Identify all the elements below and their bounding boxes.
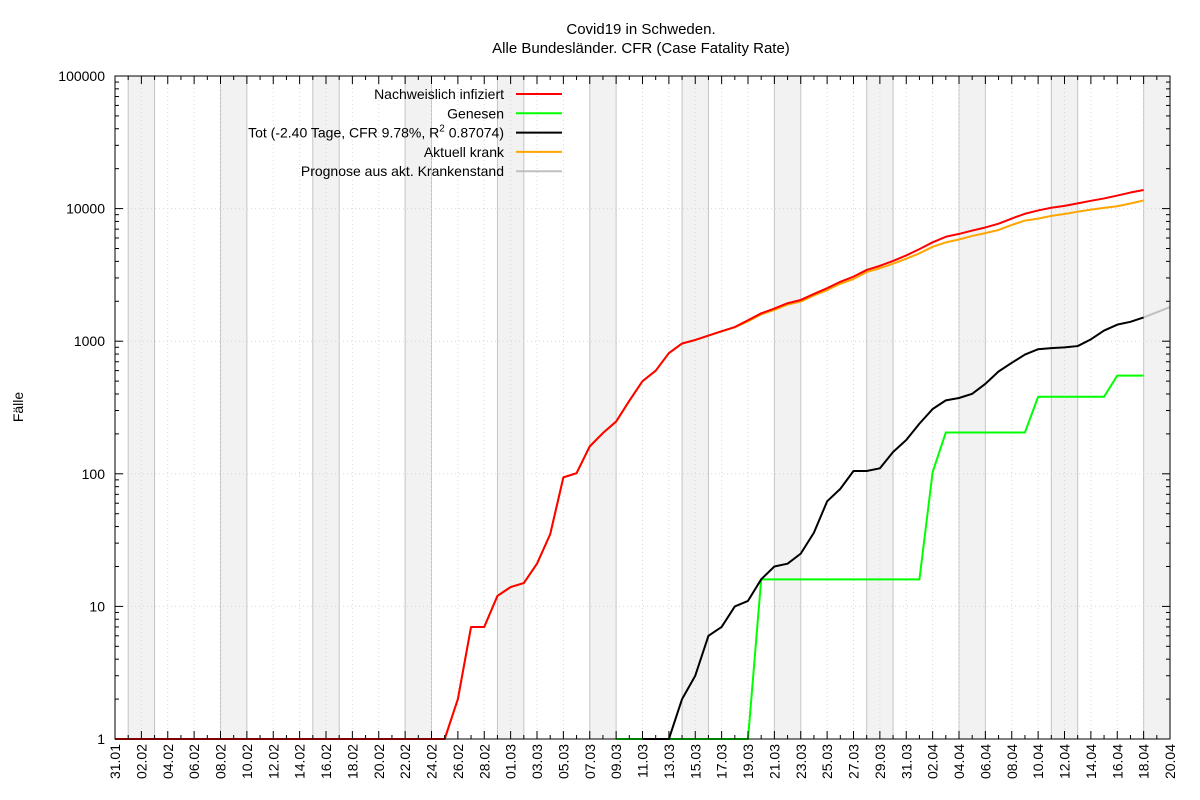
legend-label: Nachweislich infiziert [374, 86, 504, 102]
x-tick-label: 15.03 [687, 744, 703, 779]
x-tick-label: 16.04 [1109, 744, 1125, 779]
x-tick-label: 31.01 [107, 744, 123, 779]
y-tick-label: 100 [82, 466, 106, 482]
x-tick-label: 16.02 [318, 744, 334, 779]
x-tick-label: 13.03 [661, 744, 677, 779]
y-tick-label: 1000 [74, 333, 105, 349]
x-tick-label: 14.04 [1083, 744, 1099, 779]
y-tick-label: 10 [89, 598, 105, 614]
x-tick-label: 06.02 [186, 744, 202, 779]
weekend-band [959, 76, 986, 739]
weekend-band [128, 76, 155, 739]
x-tick-label: 02.04 [925, 744, 941, 779]
y-tick-label: 1 [97, 731, 105, 747]
weekend-band [682, 76, 709, 739]
chart-title: Covid19 in Schweden. [566, 21, 715, 38]
x-tick-label: 29.03 [872, 744, 888, 779]
x-tick-label: 08.04 [1004, 744, 1020, 779]
axes: 31.01 02.02 04.02 06.02 08.02 10.02 12.02 14.02… [58, 68, 1178, 779]
x-tick-label: 09.03 [608, 744, 624, 779]
x-tick-label: 05.03 [555, 744, 571, 779]
x-tick-label: 08.02 [213, 744, 229, 779]
y-tick-label: 100000 [58, 68, 105, 84]
x-tick-label: 10.02 [239, 744, 255, 779]
x-tick-label: 03.03 [529, 744, 545, 779]
x-tick-label: 01.03 [503, 744, 519, 779]
weekend-band [1143, 76, 1170, 739]
x-tick-label: 17.03 [714, 744, 730, 779]
x-tick-label: 04.02 [160, 744, 176, 779]
series-line-0 [115, 188, 1144, 740]
legend: Nachweislich infiziert Genesen Tot (-2.40 … [248, 86, 562, 179]
legend-label: Tot (-2.40 Tage, CFR 9.78%, R2 0.87074) [248, 124, 504, 141]
y-tick-label: 10000 [66, 201, 105, 217]
x-tick-label: 20.04 [1162, 744, 1178, 779]
legend-label: Prognose aus akt. Krankenstand [301, 163, 504, 179]
x-tick-label: 06.04 [977, 744, 993, 779]
weekend-band [774, 76, 801, 739]
x-tick-label: 02.02 [133, 744, 149, 779]
weekend-band [1051, 76, 1078, 739]
x-tick-label: 26.02 [450, 744, 466, 779]
x-tick-label: 18.04 [1136, 744, 1152, 779]
plot-frame [114, 75, 1171, 740]
x-tick-label: 20.02 [371, 744, 387, 779]
series-line-4 [1143, 306, 1171, 319]
weekend-band [405, 76, 432, 739]
x-tick-label: 07.03 [582, 744, 598, 779]
legend-label: Aktuell krank [424, 144, 505, 160]
legend-label: Genesen [447, 105, 504, 121]
weekend-band [220, 76, 247, 739]
series-line-2 [642, 316, 1144, 740]
x-tick-label: 27.03 [846, 744, 862, 779]
chart-subtitle: Alle Bundesländer. CFR (Case Fatality Ra… [492, 40, 790, 57]
series-lines [115, 188, 1171, 740]
x-tick-label: 11.03 [635, 744, 651, 778]
x-tick-label: 21.03 [766, 744, 782, 779]
x-tick-label: 28.02 [476, 744, 492, 779]
x-tick-label: 10.04 [1030, 744, 1046, 779]
x-tick-label: 31.03 [898, 744, 914, 779]
x-tick-label: 19.03 [740, 744, 756, 779]
x-tick-label: 04.04 [951, 744, 967, 779]
x-tick-label: 23.03 [793, 744, 809, 779]
weekend-band [589, 76, 617, 739]
x-tick-label: 12.02 [265, 744, 281, 779]
x-tick-label: 14.02 [292, 744, 308, 779]
weekend-shading [127, 76, 1171, 739]
x-tick-label: 18.02 [344, 744, 360, 779]
x-tick-label: 22.02 [397, 744, 413, 779]
weekend-band [866, 76, 894, 739]
x-tick-label: 25.03 [819, 744, 835, 779]
series-line-3 [115, 199, 1144, 740]
series-line-1 [616, 374, 1144, 740]
x-tick-label: 12.04 [1057, 744, 1073, 779]
x-tick-label: 24.02 [424, 744, 440, 779]
grid [115, 76, 1170, 739]
y-axis-label: Fälle [10, 392, 26, 423]
